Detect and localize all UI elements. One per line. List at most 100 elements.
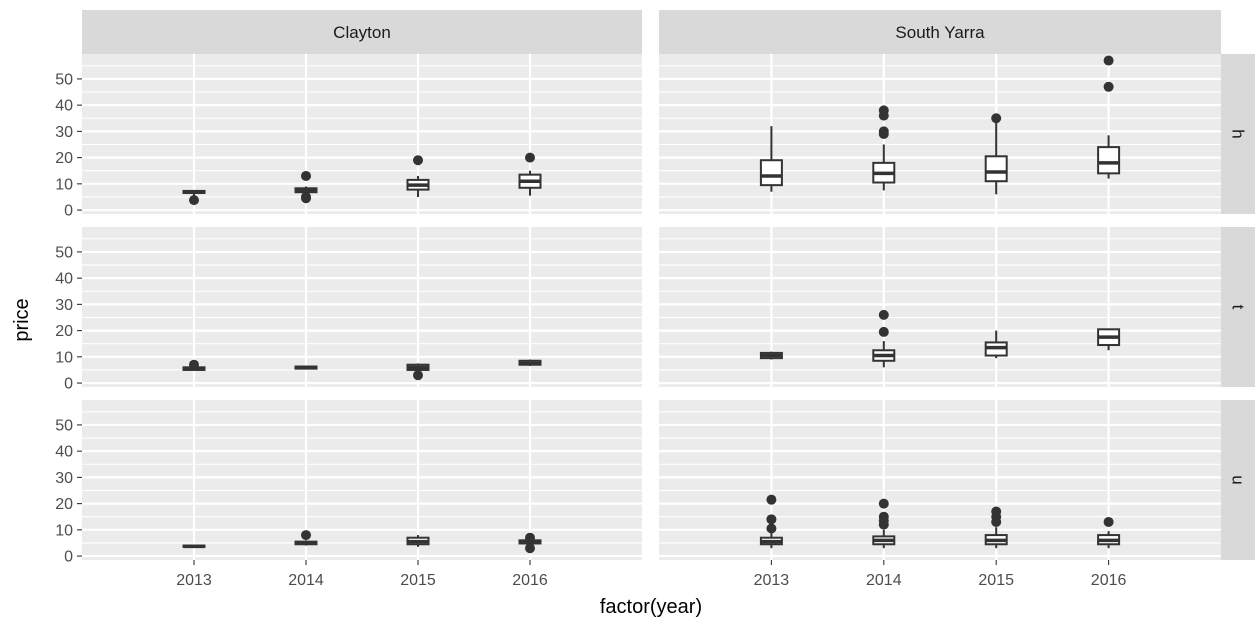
panel-background: [82, 227, 642, 387]
box-marks: [182, 55, 1121, 554]
x-tick-label: 2016: [1091, 572, 1127, 589]
y-axis-title: price: [11, 298, 33, 341]
outlier-point: [878, 126, 889, 137]
x-tick-label: 2014: [288, 572, 324, 589]
panel-backgrounds: [82, 54, 1221, 560]
y-tick-label: 50: [55, 244, 73, 261]
boxplot-clayton-t-2014: [294, 365, 318, 370]
panel-south-yarra-h: [659, 54, 1221, 214]
y-tick-label: 30: [55, 297, 73, 314]
panel-clayton-u: [82, 400, 642, 560]
boxplot-south-yarra-t-2015: [984, 330, 1008, 359]
strip-background: [1221, 400, 1255, 560]
outlier-point: [878, 105, 889, 116]
panel-south-yarra-t: [659, 227, 1221, 387]
y-tick-label: 0: [64, 376, 73, 393]
x-axis-title: factor(year): [600, 596, 702, 618]
strip-right-h: h: [1221, 54, 1255, 214]
outlier-point: [301, 191, 311, 202]
outlier-point: [878, 498, 889, 509]
strip-background: [82, 10, 642, 54]
boxplot-south-yarra-h-2016: [1097, 55, 1121, 179]
y-tick-label: 10: [55, 522, 73, 539]
y-tick-label: 30: [55, 470, 73, 487]
strip-right-u: u: [1221, 400, 1255, 560]
x-tick-label: 2015: [400, 572, 436, 589]
outlier-point: [189, 359, 199, 370]
x-tick-label: 2013: [176, 572, 212, 589]
y-tick-label: 20: [55, 496, 73, 513]
strip-right-t: t: [1221, 227, 1255, 387]
boxplot-south-yarra-h-2014: [872, 105, 896, 191]
y-tick-label: 40: [55, 98, 73, 115]
boxplot-south-yarra-h-2015: [984, 113, 1008, 195]
boxplot-clayton-h-2013: [182, 189, 206, 206]
strip-top-south-yarra: South Yarra: [659, 10, 1221, 54]
strip-label: u: [1229, 475, 1248, 484]
x-tick-label: 2014: [866, 572, 902, 589]
y-tick-label: 40: [55, 444, 73, 461]
strip-top-clayton: Clayton: [82, 10, 642, 54]
y-tick-label: 0: [64, 549, 73, 566]
strip-label: Clayton: [333, 23, 391, 42]
outlier-point: [525, 152, 535, 163]
axes: 0 10 20 30 40 50 0 10 20 30 40 50 0 10 20 30 40 50 2013 201…: [55, 71, 1126, 589]
panel-background: [659, 54, 1221, 214]
panel-background: [82, 400, 642, 560]
y-tick-label: 20: [55, 323, 73, 340]
y-tick-label: 40: [55, 271, 73, 288]
outlier-point: [525, 532, 535, 543]
outlier-point: [766, 494, 777, 505]
panel-background: [659, 400, 1221, 560]
y-tick-label: 30: [55, 124, 73, 141]
outlier-point: [991, 506, 1002, 517]
x-tick-label: 2013: [754, 572, 790, 589]
boxplot-south-yarra-u-2016: [1097, 516, 1121, 549]
strip-background: [1221, 54, 1255, 214]
boxplot-south-yarra-u-2015: [984, 506, 1008, 549]
box-iqr: [759, 159, 783, 187]
boxplot-south-yarra-t-2013: [759, 351, 783, 360]
y-tick-label: 20: [55, 150, 73, 167]
boxplot-south-yarra-h-2013: [759, 126, 783, 192]
boxplot-clayton-u-2015: [406, 535, 430, 547]
boxplot-south-yarra-t-2016: [1097, 328, 1121, 351]
panel-background: [659, 227, 1221, 387]
boxplot-south-yarra-t-2014: [872, 309, 896, 368]
outlier-point: [1103, 516, 1114, 527]
outlier-point: [301, 530, 311, 541]
y-tick-label: 50: [55, 71, 73, 88]
boxplot-clayton-h-2016: [518, 152, 542, 196]
boxplot-clayton-t-2013: [182, 359, 206, 371]
boxplot-clayton-u-2014: [294, 530, 318, 546]
outlier-point: [878, 309, 889, 320]
panel-clayton-t: [82, 227, 642, 387]
boxplot-south-yarra-u-2013: [759, 494, 783, 549]
y-tick-label: 0: [64, 203, 73, 220]
y-tick-label: 10: [55, 349, 73, 366]
outlier-point: [301, 170, 311, 181]
boxplot-clayton-t-2015: [406, 363, 430, 381]
strip-label: South Yarra: [895, 23, 985, 42]
facet-strips: Clayton South Yarra h t u: [82, 10, 1255, 560]
strip-background: [659, 10, 1221, 54]
outlier-point: [1103, 81, 1114, 92]
boxplot-clayton-u-2013: [182, 544, 206, 549]
y-tick-label: 10: [55, 176, 73, 193]
outlier-point: [413, 370, 423, 381]
outlier-point: [189, 195, 199, 206]
outlier-point: [525, 543, 535, 554]
outlier-point: [1103, 55, 1114, 66]
outlier-point: [991, 113, 1002, 124]
boxplot-south-yarra-u-2014: [872, 498, 896, 549]
boxplot-clayton-h-2015: [406, 155, 430, 197]
outlier-point: [766, 514, 777, 525]
boxplot-clayton-u-2016: [518, 532, 542, 554]
box-iqr: [984, 155, 1008, 183]
outlier-point: [766, 523, 777, 534]
strip-label: t: [1229, 305, 1248, 310]
box-iqr: [1097, 146, 1121, 175]
outlier-point: [878, 511, 889, 522]
y-tick-label: 50: [55, 417, 73, 434]
